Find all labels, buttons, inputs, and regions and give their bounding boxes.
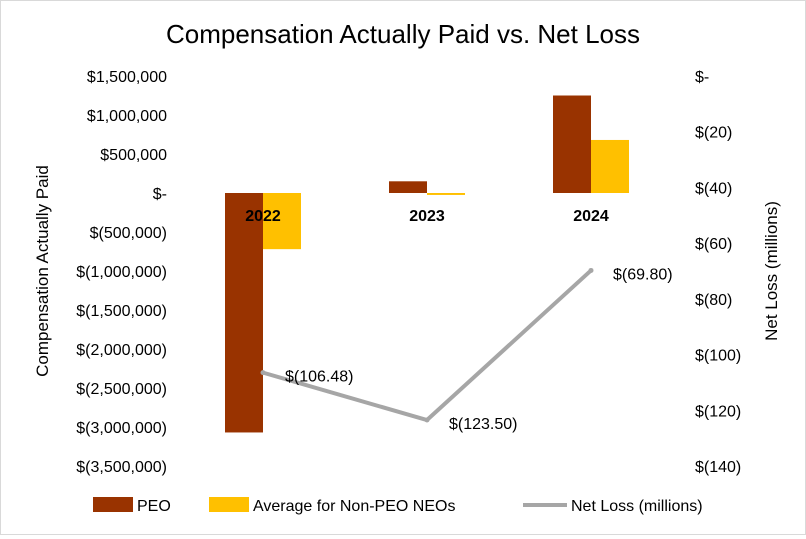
y2-tick-label: $(120) [695,403,741,420]
bar-peo-2023 [389,181,427,193]
y-tick-label: $(500,000) [90,225,167,242]
legend: PEO Average for Non-PEO NEOs Net Loss (mil… [93,497,703,515]
legend-swatch [93,497,133,512]
y-tick-label: $(1,500,000) [76,303,167,320]
y-tick-label: $(1,000,000) [76,264,167,281]
legend-label: Average for Non-PEO NEOs [253,498,455,515]
y2-axis-title: Net Loss (millions) [762,201,781,341]
category-labels: 2022 2023 2024 [245,208,609,225]
y-axis-title: Compensation Actually Paid [33,165,52,377]
x-category-label: 2023 [409,208,445,225]
y2-tick-label: $(60) [695,236,732,253]
y-tick-label: $(3,000,000) [76,420,167,437]
legend-label: Net Loss (millions) [571,498,703,515]
bar-average-for-non-peo-neos-2023 [427,193,465,195]
chart-title: Compensation Actually Paid vs. Net Loss [166,19,640,49]
y-tick-label: $(3,500,000) [76,459,167,476]
y2-axis-ticks: $- $(20) $(40) $(60) $(80) $(100) $(120) $(140) [695,69,741,476]
y-tick-label: $1,000,000 [87,108,167,125]
y2-tick-label: $(40) [695,180,732,197]
legend-label: PEO [137,498,171,515]
y2-tick-label: $(140) [695,459,741,476]
net-loss-point [588,267,594,273]
x-category-label: 2022 [245,208,281,225]
bar-average-for-non-peo-neos-2024 [591,139,629,193]
bar-peo-2022 [225,193,263,433]
y-tick-label: $1,500,000 [87,69,167,86]
y2-tick-label: $(80) [695,292,732,309]
y-tick-label: $- [153,186,167,203]
line-series-group: $(106.48) $(123.50) $(69.80) [260,266,673,433]
net-loss-data-label: $(123.50) [449,416,518,433]
bar-average-for-non-peo-neos-2022 [263,193,301,250]
y-tick-label: $(2,500,000) [76,381,167,398]
y-tick-label: $500,000 [100,147,167,164]
net-loss-data-label: $(106.48) [285,369,354,386]
y-axis-ticks: $1,500,000 $1,000,000 $500,000 $- $(500,000)… [76,69,167,476]
y2-tick-label: $(100) [695,348,741,365]
bar-peo-2024 [553,95,591,193]
y2-tick-label: $- [695,69,709,86]
net-loss-point [260,370,266,376]
y2-tick-label: $(20) [695,125,732,142]
net-loss-point [424,417,430,423]
net-loss-data-label: $(69.80) [613,266,673,283]
y-tick-label: $(2,000,000) [76,342,167,359]
x-category-label: 2024 [573,208,609,225]
legend-swatch [209,497,249,512]
bars-group [225,95,629,433]
net-loss-line [262,268,593,423]
